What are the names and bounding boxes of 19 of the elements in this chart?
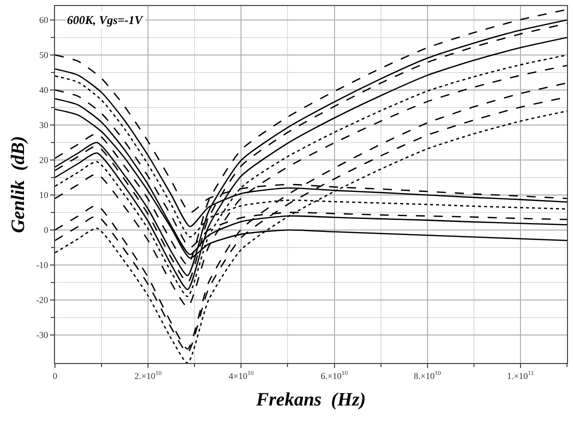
y-tick-label: -30	[36, 330, 49, 340]
annotation: 600K, Vgs=-1V	[67, 13, 144, 27]
y-tick-label: 20	[39, 155, 49, 166]
y-tick-label: 40	[39, 85, 49, 96]
y-tick-label: 0	[44, 225, 49, 236]
x-tick-label: 6.×10$^{10}$	[320, 370, 348, 381]
x-tick-label: 8.×10$^{10}$	[414, 370, 441, 381]
x-tick-label: 4×10$^{10}$	[228, 370, 254, 381]
x-axis-title: Frekans (Hz)	[255, 390, 366, 411]
y-axis-title: Genlik (dB)	[8, 136, 30, 234]
y-tick-label: 10	[39, 190, 49, 200]
x-tick-label: 2.×10$^{10}$	[134, 370, 162, 381]
y-tick-label: 50	[39, 50, 49, 60]
y-tick-label: 30	[39, 120, 49, 130]
x-tick-label: 1.×10$^{11}$	[506, 370, 534, 381]
y-tick-label: 60	[39, 15, 49, 26]
y-tick-label: -10	[36, 260, 49, 270]
y-tick-label: -20	[36, 295, 49, 306]
x-tick-label: 0	[52, 370, 58, 381]
